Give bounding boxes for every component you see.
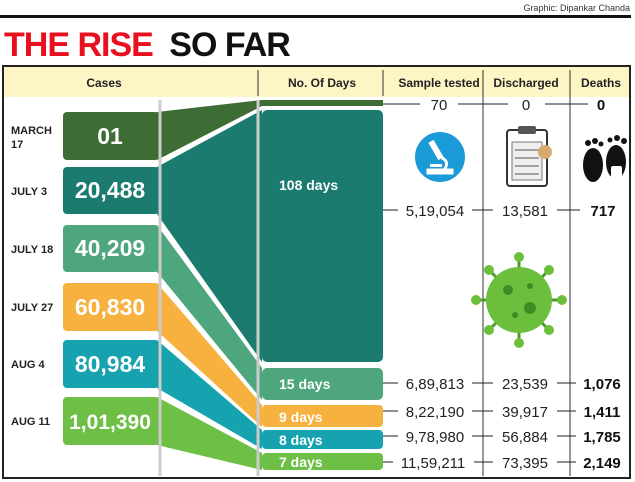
days-bar-march bbox=[262, 100, 383, 106]
header-deaths: Deaths bbox=[581, 76, 621, 90]
days-box-jul18 bbox=[262, 368, 383, 400]
microscope-icon bbox=[415, 132, 465, 182]
cases-value: 20,488 bbox=[75, 177, 146, 203]
discharged-value: 73,395 bbox=[502, 455, 548, 472]
days-label: 8 days bbox=[279, 432, 323, 448]
flow-aug11 bbox=[157, 397, 262, 470]
header-discharged: Discharged bbox=[493, 76, 558, 90]
days-box-jul3 bbox=[262, 110, 383, 362]
tested-value: 6,89,813 bbox=[406, 376, 464, 393]
header-cases: Cases bbox=[86, 76, 122, 90]
date-label: AUG 4 bbox=[11, 359, 46, 371]
tested-value: 70 bbox=[431, 97, 448, 114]
case-box-jul18 bbox=[63, 225, 159, 272]
cases-value: 01 bbox=[97, 123, 123, 149]
days-box-jul27 bbox=[262, 405, 383, 427]
deaths-value: 1,785 bbox=[583, 429, 621, 446]
cases-value: 1,01,390 bbox=[69, 411, 151, 434]
tested-value: 5,19,054 bbox=[406, 203, 464, 220]
leader-lines bbox=[383, 103, 588, 463]
discharged-value: 13,581 bbox=[502, 203, 548, 220]
deaths-value: 1,076 bbox=[583, 376, 621, 393]
cases-value: 80,984 bbox=[75, 351, 146, 377]
header-row bbox=[4, 67, 629, 97]
date-label: JULY 3 bbox=[11, 186, 47, 198]
footprints-icon bbox=[583, 135, 627, 182]
date-label-line2: 17 bbox=[11, 139, 23, 151]
case-box-jul27 bbox=[63, 283, 159, 331]
date-label: JULY 18 bbox=[11, 244, 53, 256]
title-black: SO FAR bbox=[169, 26, 290, 64]
flow-march bbox=[157, 100, 262, 160]
days-box-aug4 bbox=[262, 430, 383, 449]
flow-jul18 bbox=[157, 225, 262, 400]
date-label: MARCH 17 bbox=[11, 125, 52, 151]
header-tested: Sample tested bbox=[398, 76, 479, 90]
flow-jul27 bbox=[157, 283, 262, 427]
title-red: THE RISE bbox=[4, 26, 153, 64]
case-box-aug11 bbox=[63, 397, 159, 445]
discharged-value: 23,539 bbox=[502, 376, 548, 393]
days-label: 9 days bbox=[279, 409, 323, 425]
case-box-aug4 bbox=[63, 340, 159, 388]
graphic-credit: Graphic: Dipankar Chanda bbox=[523, 3, 630, 13]
clipboard-icon bbox=[506, 126, 552, 187]
date-label: AUG 11 bbox=[11, 416, 50, 428]
header-days: No. Of Days bbox=[288, 76, 356, 90]
virus-icon bbox=[471, 252, 567, 348]
cases-value: 40,209 bbox=[75, 235, 145, 261]
days-label: 15 days bbox=[279, 376, 331, 392]
tested-value: 9,78,980 bbox=[406, 429, 464, 446]
tested-value: 11,59,211 bbox=[401, 455, 466, 472]
case-box-march bbox=[63, 112, 159, 160]
discharged-value: 0 bbox=[522, 97, 530, 114]
flow-aug4 bbox=[157, 340, 262, 449]
deaths-value: 2,149 bbox=[583, 455, 621, 472]
days-box-aug11 bbox=[262, 453, 383, 470]
discharged-value: 56,884 bbox=[502, 429, 548, 446]
deaths-value: 717 bbox=[590, 203, 615, 220]
tested-value: 8,22,190 bbox=[406, 404, 464, 421]
page-title: THE RISE SO FAR bbox=[4, 26, 290, 64]
date-label: JULY 27 bbox=[11, 302, 53, 314]
deaths-value: 1,411 bbox=[584, 404, 621, 421]
deaths-value: 0 bbox=[597, 97, 605, 114]
discharged-value: 39,917 bbox=[502, 404, 548, 421]
days-label: 7 days bbox=[279, 454, 323, 470]
days-label: 108 days bbox=[279, 177, 338, 193]
flow-jul3 bbox=[157, 110, 262, 362]
cases-value: 60,830 bbox=[75, 294, 145, 320]
top-rule bbox=[0, 15, 631, 18]
case-box-jul3 bbox=[63, 167, 159, 214]
